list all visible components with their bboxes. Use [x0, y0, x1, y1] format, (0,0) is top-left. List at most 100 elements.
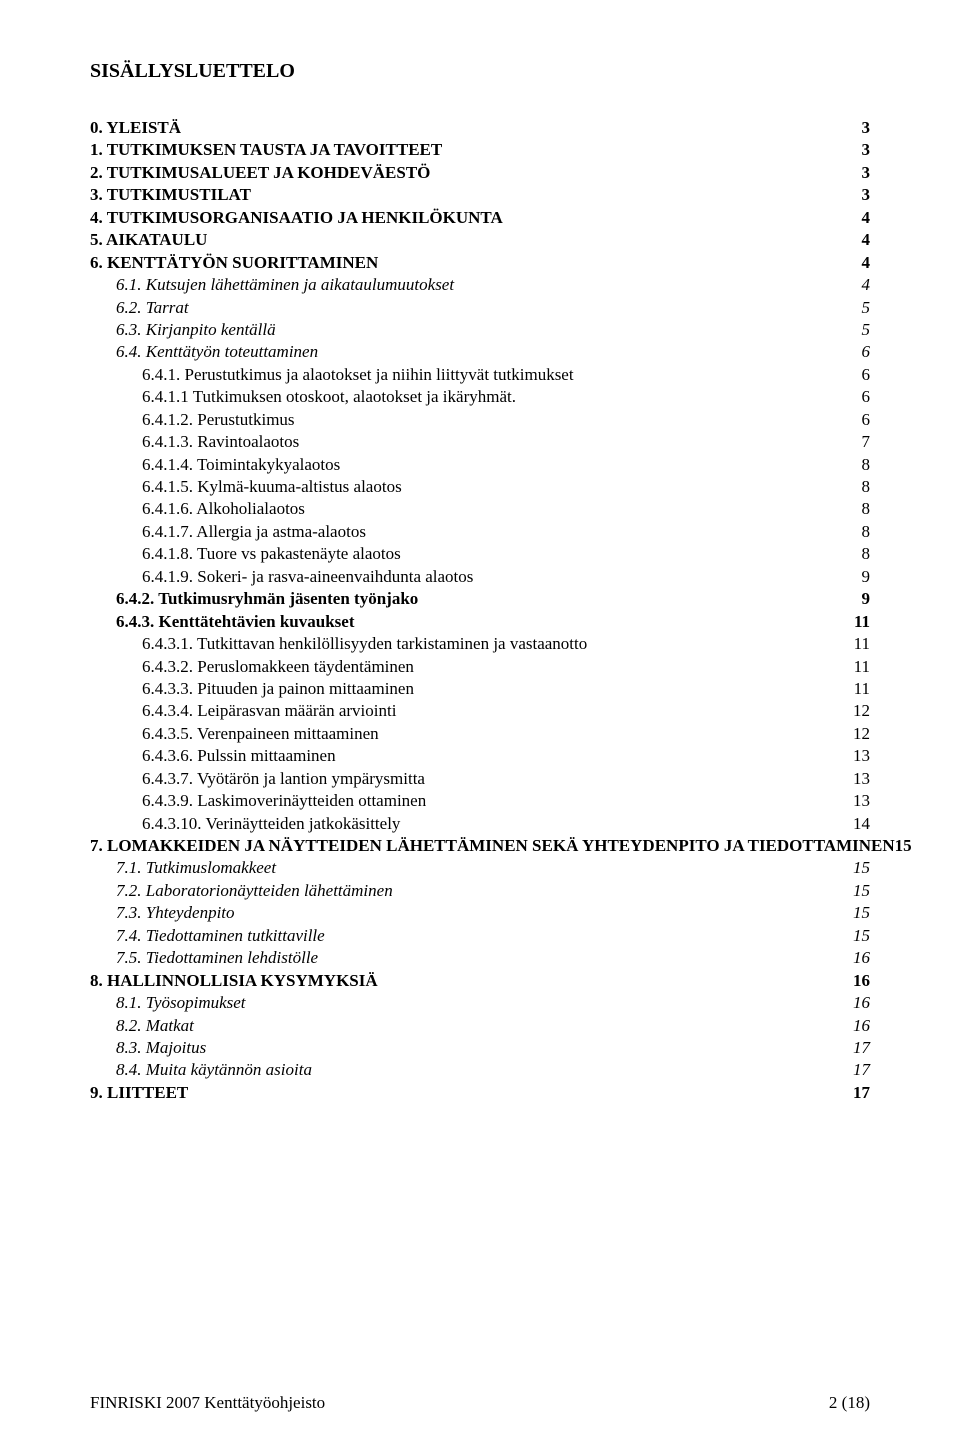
toc-page: 13 [853, 745, 870, 767]
toc-page: 13 [853, 790, 870, 812]
toc-entry: 9. LIITTEET17 [90, 1082, 870, 1104]
toc-label: 7. LOMAKKEIDEN JA NÄYTTEIDEN LÄHETTÄMINE… [90, 835, 895, 857]
toc-page: 3 [862, 162, 871, 184]
toc-label: 6.4.1.6. Alkoholialaotos [90, 498, 305, 520]
toc-label: 7.1. Tutkimuslomakkeet [90, 857, 276, 879]
toc-page: 15 [853, 925, 870, 947]
toc-label: 6.4.1.2. Perustutkimus [90, 409, 295, 431]
toc-label: 2. TUTKIMUSALUEET JA KOHDEVÄESTÖ [90, 162, 430, 184]
toc-label: 6.4.3.1. Tutkittavan henkilöllisyyden ta… [90, 633, 587, 655]
toc-page: 15 [853, 902, 870, 924]
toc-entry: 6.1. Kutsujen lähettäminen ja aikataulum… [90, 274, 870, 296]
toc-label: 6.4.3.3. Pituuden ja painon mittaaminen [90, 678, 414, 700]
toc-entry: 4. TUTKIMUSORGANISAATIO JA HENKILÖKUNTA 4 [90, 207, 870, 229]
toc-label: 8.2. Matkat [90, 1015, 194, 1037]
toc-label: 8. HALLINNOLLISIA KYSYMYKSIÄ [90, 970, 378, 992]
toc-entry: 6.4.1.2. Perustutkimus 6 [90, 409, 870, 431]
toc-label: 6.4.1.4. Toimintakykyalaotos [90, 454, 340, 476]
toc-entry: 6.4.1.4. Toimintakykyalaotos8 [90, 454, 870, 476]
toc-label: 6.2. Tarrat [90, 297, 189, 319]
toc-page: 11 [854, 656, 870, 678]
toc-label: 6.4.1.8. Tuore vs pakastenäyte alaotos [90, 543, 401, 565]
toc-entry: 6.4.3.1. Tutkittavan henkilöllisyyden ta… [90, 633, 870, 655]
toc-label: 1. TUTKIMUKSEN TAUSTA JA TAVOITTEET [90, 139, 442, 161]
toc-label: 6.4.3. Kenttätehtävien kuvaukset [90, 611, 354, 633]
toc-entry: 6.4.2. Tutkimusryhmän jäsenten työnjako9 [90, 588, 870, 610]
toc-label: 6.3. Kirjanpito kentällä [90, 319, 276, 341]
toc-page: 5 [862, 297, 871, 319]
toc-page: 6 [862, 341, 871, 363]
toc-label: 8.1. Työsopimukset [90, 992, 246, 1014]
toc-page: 16 [853, 947, 870, 969]
toc-label: 4. TUTKIMUSORGANISAATIO JA HENKILÖKUNTA [90, 207, 503, 229]
toc-entry: 6.4.3.2. Peruslomakkeen täydentäminen11 [90, 656, 870, 678]
toc-entry: 8.2. Matkat 16 [90, 1015, 870, 1037]
toc-page: 3 [862, 117, 871, 139]
toc-entry: 3. TUTKIMUSTILAT 3 [90, 184, 870, 206]
toc-label: 6.4.1.7. Allergia ja astma-alaotos [90, 521, 366, 543]
toc-entry: 0. YLEISTÄ3 [90, 117, 870, 139]
toc-entry: 7.5. Tiedottaminen lehdistölle 16 [90, 947, 870, 969]
footer-right: 2 (18) [829, 1393, 870, 1413]
toc-entry: 6.3. Kirjanpito kentällä5 [90, 319, 870, 341]
toc-page: 6 [862, 409, 871, 431]
toc-entry: 1. TUTKIMUKSEN TAUSTA JA TAVOITTEET 3 [90, 139, 870, 161]
toc-entry: 6.4. Kenttätyön toteuttaminen 6 [90, 341, 870, 363]
toc-label: 8.3. Majoitus [90, 1037, 206, 1059]
toc-label: 5. AIKATAULU [90, 229, 207, 251]
toc-page: 15 [895, 835, 912, 857]
toc-entry: 7.1. Tutkimuslomakkeet 15 [90, 857, 870, 879]
toc-entry: 7.2. Laboratorionäytteiden lähettäminen 1… [90, 880, 870, 902]
toc-entry: 6.4.1.6. Alkoholialaotos8 [90, 498, 870, 520]
toc-entry: 6.4.3.4. Leipärasvan määrän arviointi12 [90, 700, 870, 722]
toc-entry: 8.1. Työsopimukset 16 [90, 992, 870, 1014]
toc-page: 15 [853, 880, 870, 902]
toc-entry: 6.4.3.5. Verenpaineen mittaaminen12 [90, 723, 870, 745]
toc-page: 17 [853, 1037, 870, 1059]
toc-label: 6.4.1.9. Sokeri- ja rasva-aineenvaihdunt… [90, 566, 473, 588]
toc-label: 6.4.3.6. Pulssin mittaaminen [90, 745, 336, 767]
toc-entry: 6.4.3. Kenttätehtävien kuvaukset 11 [90, 611, 870, 633]
toc-entry: 6.4.3.3. Pituuden ja painon mittaaminen 1… [90, 678, 870, 700]
page-footer: FINRISKI 2007 Kenttätyöohjeisto 2 (18) [90, 1393, 870, 1413]
toc-entry: 6.4.1.7. Allergia ja astma-alaotos8 [90, 521, 870, 543]
toc-page: 9 [862, 566, 871, 588]
toc-entry: 8.4. Muita käytännön asioita17 [90, 1059, 870, 1081]
toc-entry: 6.4.1.9. Sokeri- ja rasva-aineenvaihdunt… [90, 566, 870, 588]
toc-page: 4 [862, 274, 871, 296]
toc-entry: 2. TUTKIMUSALUEET JA KOHDEVÄESTÖ 3 [90, 162, 870, 184]
toc-label: 6.4.3.4. Leipärasvan määrän arviointi [90, 700, 396, 722]
toc-label: 6.4.3.10. Verinäytteiden jatkokäsittely [90, 813, 400, 835]
toc-label: 7.5. Tiedottaminen lehdistölle [90, 947, 318, 969]
toc-label: 7.3. Yhteydenpito [90, 902, 235, 924]
toc-page: 15 [853, 857, 870, 879]
toc-label: 6.4. Kenttätyön toteuttaminen [90, 341, 318, 363]
toc-page: 16 [853, 992, 870, 1014]
toc-label: 6.4.1.5. Kylmä-kuuma-altistus alaotos [90, 476, 402, 498]
toc-label: 3. TUTKIMUSTILAT [90, 184, 251, 206]
toc-page: 8 [862, 543, 871, 565]
toc-entry: 6.2. Tarrat 5 [90, 297, 870, 319]
toc-page: 3 [862, 139, 871, 161]
toc-page: 11 [854, 678, 870, 700]
toc-label: 6.4.1.3. Ravintoalaotos [90, 431, 299, 453]
toc-label: 7.2. Laboratorionäytteiden lähettäminen [90, 880, 393, 902]
toc-page: 6 [862, 364, 871, 386]
toc-entry: 7. LOMAKKEIDEN JA NÄYTTEIDEN LÄHETTÄMINE… [90, 835, 870, 857]
toc-label: 6.4.2. Tutkimusryhmän jäsenten työnjako [90, 588, 418, 610]
toc-page: 3 [862, 184, 871, 206]
toc-page: 4 [862, 252, 871, 274]
toc-entry: 6. KENTTÄTYÖN SUORITTAMINEN4 [90, 252, 870, 274]
toc-entry: 8. HALLINNOLLISIA KYSYMYKSIÄ16 [90, 970, 870, 992]
toc-page: 11 [854, 611, 870, 633]
toc-label: 6.4.3.9. Laskimoverinäytteiden ottaminen [90, 790, 426, 812]
toc-entry: 7.3. Yhteydenpito 15 [90, 902, 870, 924]
toc-entry: 6.4.3.7. Vyötärön ja lantion ympärysmitt… [90, 768, 870, 790]
toc-page: 16 [853, 1015, 870, 1037]
toc-label: 6.1. Kutsujen lähettäminen ja aikataulum… [90, 274, 454, 296]
toc-entry: 6.4.3.10. Verinäytteiden jatkokäsittely1… [90, 813, 870, 835]
toc-page: 4 [862, 207, 871, 229]
toc-label: 6.4.3.7. Vyötärön ja lantion ympärysmitt… [90, 768, 425, 790]
toc-entry: 8.3. Majoitus 17 [90, 1037, 870, 1059]
toc-entry: 6.4.1.5. Kylmä-kuuma-altistus alaotos8 [90, 476, 870, 498]
